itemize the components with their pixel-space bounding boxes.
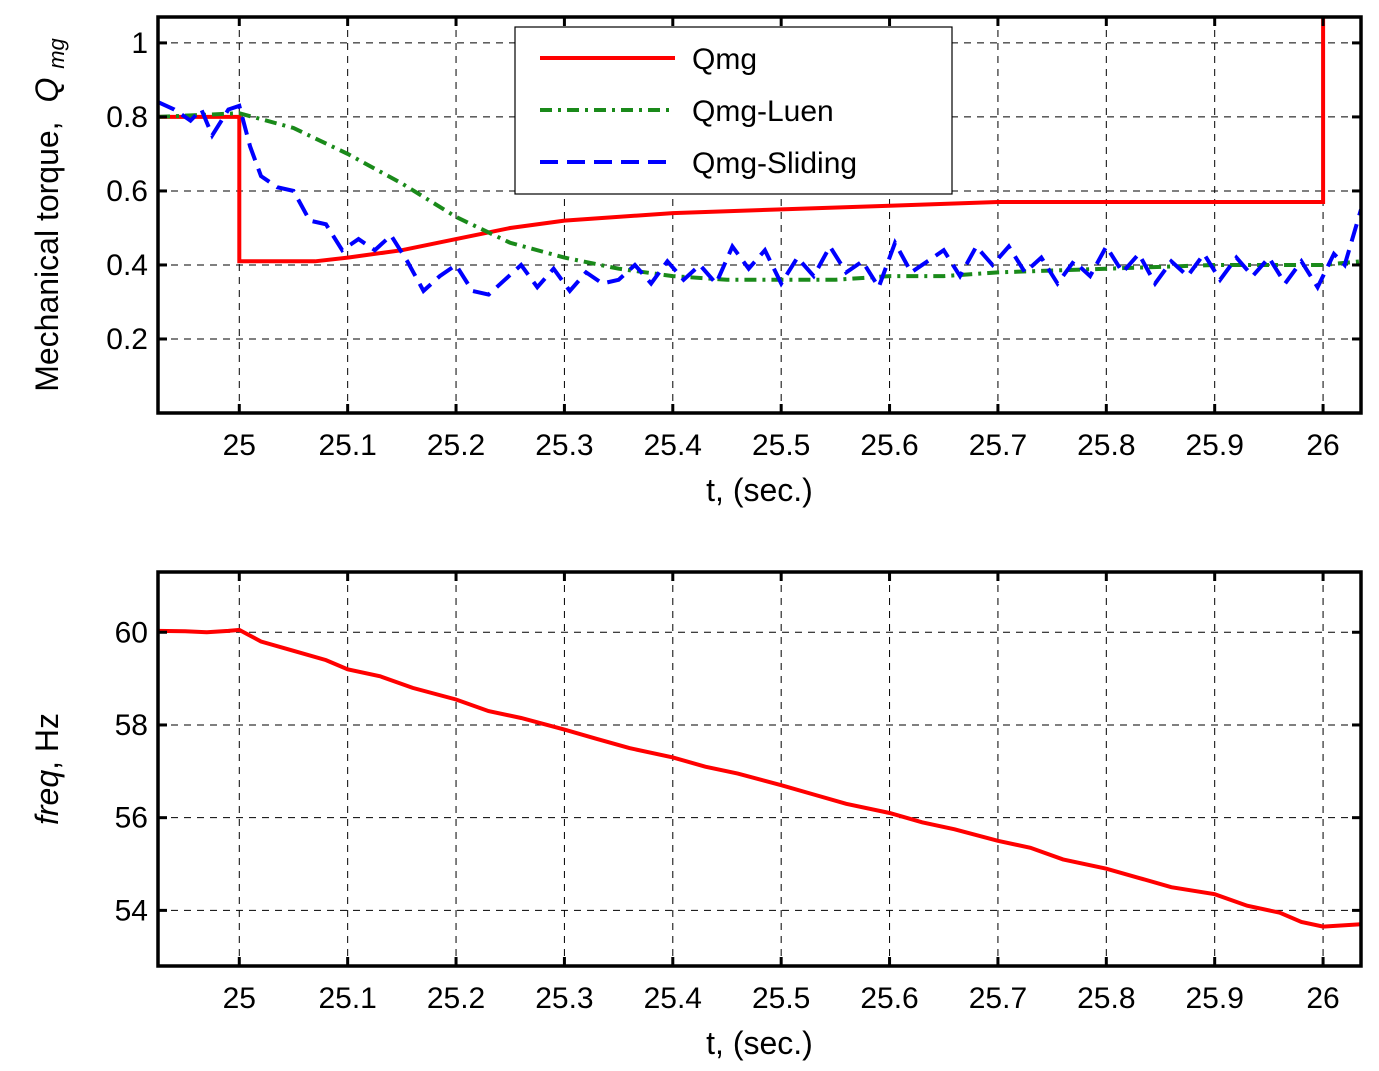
torque-series-line-qmg [158,17,1326,264]
frequency-x-tick-label: 25 [223,982,256,1015]
frequency-x-tick-label: 25.6 [860,982,918,1015]
torque-y-tick-label: 1 [131,27,148,60]
frequency-x-tick-label: 26 [1306,982,1339,1015]
legend: Qmg Qmg-Luen Qmg-Sliding [514,26,953,195]
torque-y-tick-labels: 0.2 0.4 0.6 0.8 1 [106,27,148,356]
frequency-y-axis-label-unit: , Hz [29,713,65,770]
torque-series-line-qmg-luen [158,111,1361,282]
frequency-x-tick-label: 25.9 [1185,982,1243,1015]
legend-label-qmg-luen: Qmg-Luen [692,95,834,128]
frequency-x-tick-label: 25.5 [752,982,810,1015]
torque-x-axis-label: t, (sec.) [706,472,813,508]
torque-y-axis-label-subscript: mg [44,37,69,68]
torque-y-tick-label: 0.2 [106,323,148,356]
frequency-ticks [158,572,1361,966]
frequency-series [158,627,1361,929]
frequency-y-tick-label: 58 [115,709,148,742]
torque-x-tick-label: 25.3 [535,429,593,462]
frequency-x-tick-label: 25.1 [318,982,376,1015]
legend-label-qmg-sliding: Qmg-Sliding [692,147,857,180]
torque-y-axis-label-text: Mechanical torque, [29,121,65,391]
frequency-x-tick-label: 25.2 [427,982,485,1015]
torque-y-tick-label: 0.6 [106,175,148,208]
frequency-y-axis-label: freq, Hz [29,713,65,825]
torque-y-axis-label-symbol: Q [29,78,65,103]
torque-x-tick-label: 25.1 [318,429,376,462]
torque-chart: 25 25.1 25.2 25.3 25.4 25.5 25.6 25.7 25.8 25.9 26… [29,15,1363,508]
torque-y-tick-label: 0.4 [106,249,148,282]
torque-x-tick-label: 25.8 [1077,429,1135,462]
frequency-grid [158,572,1361,966]
torque-x-tick-label: 26 [1306,429,1339,462]
torque-x-tick-label: 25.5 [752,429,810,462]
frequency-x-axis-label: t, (sec.) [706,1025,813,1061]
frequency-x-tick-label: 25.8 [1077,982,1135,1015]
frequency-y-tick-label: 56 [115,802,148,835]
torque-x-tick-label: 25.2 [427,429,485,462]
frequency-axes-frame [156,570,1363,968]
torque-x-tick-label: 25.4 [644,429,702,462]
frequency-x-tick-label: 25.3 [535,982,593,1015]
torque-x-tick-labels: 25 25.1 25.2 25.3 25.4 25.5 25.6 25.7 25.8 25.9 26 [223,429,1340,462]
frequency-chart: 25 25.1 25.2 25.3 25.4 25.5 25.6 25.7 25.8 25.9 26… [29,570,1363,1061]
torque-axes-frame [156,15,1363,415]
frequency-y-tick-labels: 54 56 58 60 [115,616,148,927]
torque-y-axis-label: Mechanical torque, Q mg [29,37,69,391]
frequency-x-tick-label: 25.4 [644,982,702,1015]
torque-series [158,17,1361,297]
torque-series-line-qmg-sliding [158,100,1361,297]
torque-x-tick-label: 25.7 [969,429,1027,462]
torque-ticks [158,17,1361,413]
frequency-y-axis-label-italic: freq [29,770,65,825]
torque-x-tick-label: 25 [223,429,256,462]
frequency-y-tick-label: 60 [115,616,148,649]
torque-x-tick-label: 25.9 [1185,429,1243,462]
frequency-series-line-freq [158,627,1361,929]
frequency-y-tick-label: 54 [115,894,148,927]
torque-x-tick-label: 25.6 [860,429,918,462]
frequency-x-tick-label: 25.7 [969,982,1027,1015]
legend-label-qmg: Qmg [692,43,757,76]
torque-y-tick-label: 0.8 [106,101,148,134]
frequency-x-tick-labels: 25 25.1 25.2 25.3 25.4 25.5 25.6 25.7 25.8 25.9 26 [223,982,1340,1015]
